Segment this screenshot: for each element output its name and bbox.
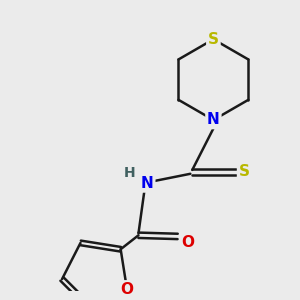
Text: O: O	[121, 282, 134, 297]
Text: S: S	[208, 32, 219, 47]
Text: N: N	[207, 112, 220, 128]
Text: N: N	[141, 176, 154, 191]
Text: O: O	[181, 236, 194, 250]
Text: H: H	[124, 166, 135, 180]
Text: S: S	[239, 164, 250, 179]
